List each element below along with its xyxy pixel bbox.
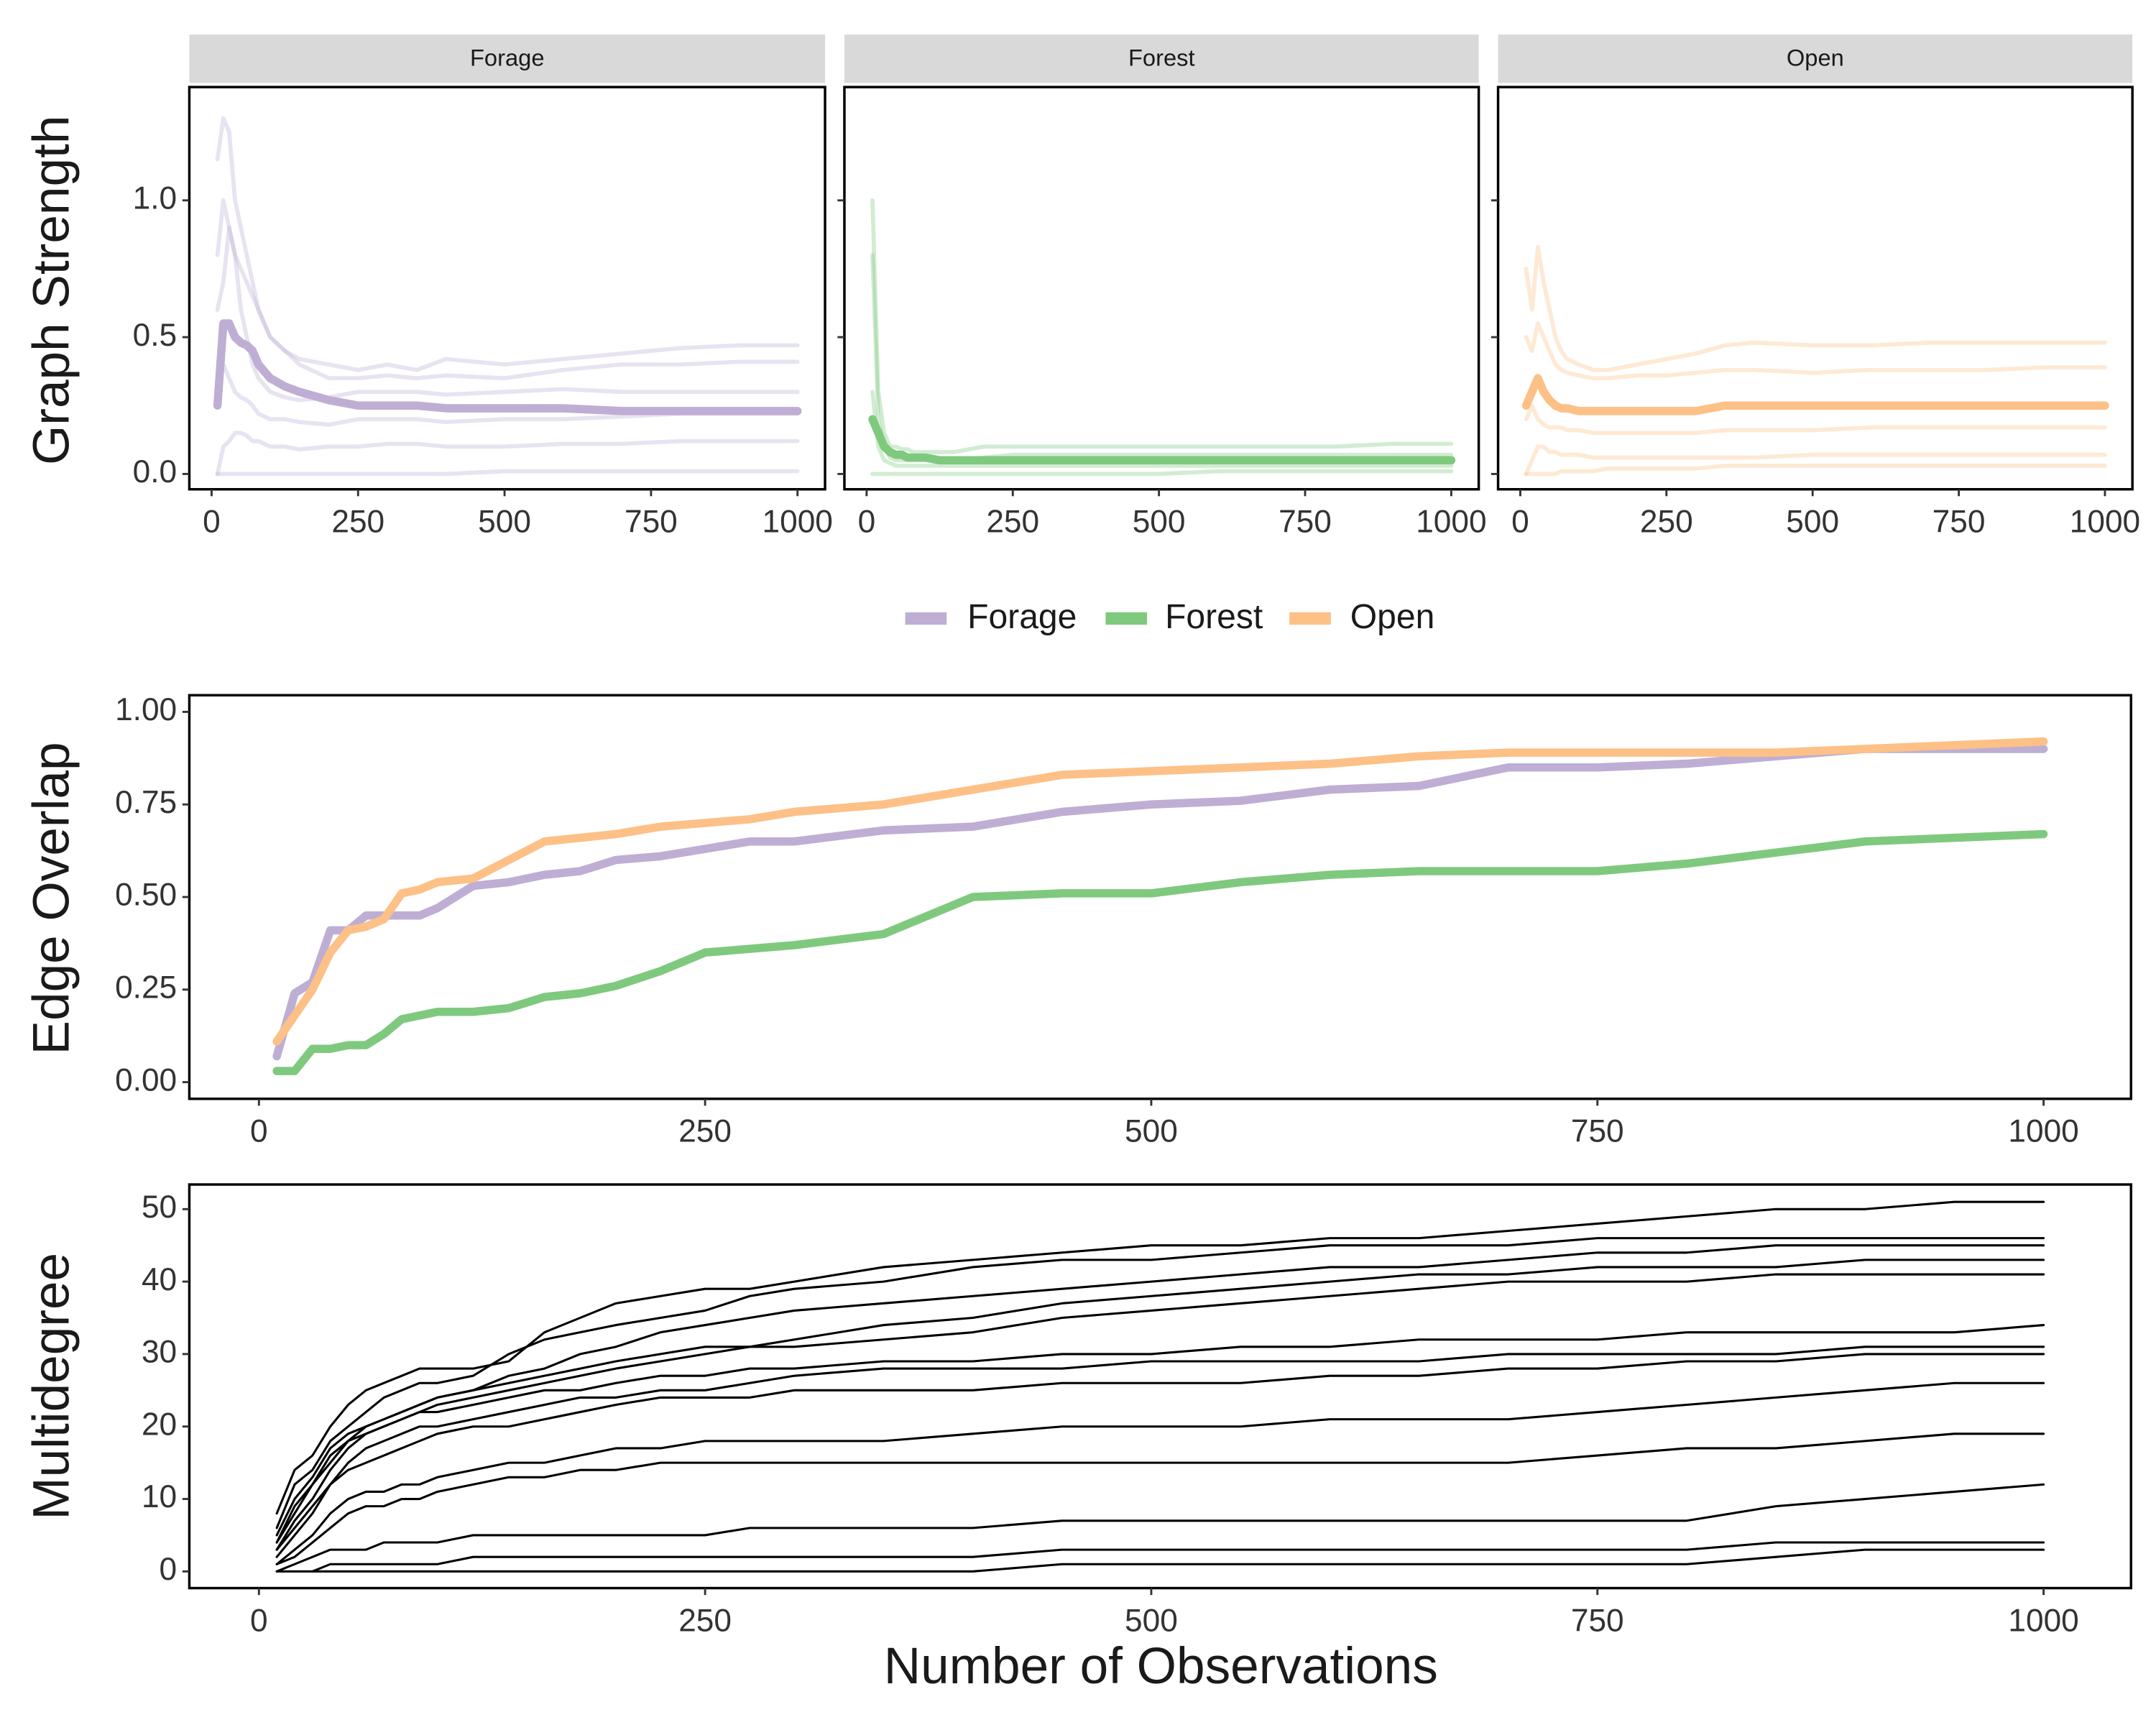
- legend-label: Open: [1350, 597, 1435, 636]
- legend-key: [1105, 612, 1148, 625]
- facet-strip: [844, 34, 1479, 83]
- series-line: [275, 1324, 2045, 1544]
- x-tick-label: 0: [250, 1603, 268, 1638]
- series-line: [275, 1259, 2045, 1544]
- x-tick-label: 500: [1133, 505, 1186, 540]
- facet-title: Forage: [470, 44, 545, 70]
- legend-label: Forest: [1165, 597, 1263, 636]
- series-line: [1524, 403, 2107, 436]
- plot-area: [213, 116, 802, 477]
- y-tick-label: 20: [142, 1407, 177, 1442]
- plot-area: [275, 1200, 2045, 1573]
- legend-key: [905, 612, 947, 625]
- series-line: [275, 1541, 2045, 1573]
- y-tick-label: 0.25: [115, 970, 177, 1006]
- series-line: [1524, 444, 2107, 477]
- x-tick-label: 1000: [2008, 1603, 2078, 1638]
- y-tick-label: 0.0: [133, 454, 177, 489]
- y-tick-label: 1.00: [115, 692, 177, 727]
- facet-title: Forest: [1128, 44, 1195, 70]
- series-line: [272, 745, 2048, 1061]
- y-tick-label: 0.75: [115, 785, 177, 820]
- x-tick-label: 1000: [2070, 505, 2140, 540]
- y-tick-label: 0.00: [115, 1062, 177, 1098]
- x-tick-label: 250: [986, 505, 1039, 540]
- y-tick-label: 50: [142, 1190, 177, 1225]
- series-line: [1524, 321, 2107, 381]
- series-line: [213, 319, 802, 415]
- series-line: [1521, 374, 2109, 415]
- x-tick-label: 500: [1125, 1603, 1178, 1638]
- legend-key: [1289, 612, 1331, 625]
- y-tick-label: 1.0: [133, 180, 177, 216]
- x-tick-label: 1000: [763, 505, 833, 540]
- x-tick-label: 750: [625, 505, 678, 540]
- x-tick-label: 500: [1786, 505, 1839, 540]
- x-tick-label: 250: [678, 1603, 732, 1638]
- series-line: [215, 431, 800, 477]
- x-tick-label: 250: [678, 1114, 732, 1149]
- x-tick-label: 0: [858, 505, 876, 540]
- y-tick-label: 10: [142, 1479, 177, 1514]
- x-tick-label: 750: [1571, 1603, 1624, 1638]
- series-line: [275, 1200, 2045, 1515]
- legend-label: Forage: [967, 597, 1077, 636]
- series-line: [870, 390, 1454, 468]
- series-line: [870, 198, 1454, 454]
- y-axis-title: Multidegree: [24, 1253, 80, 1520]
- x-tick-label: 500: [478, 505, 531, 540]
- series-line: [215, 469, 800, 477]
- series-line: [275, 1237, 2045, 1530]
- series-line: [275, 1483, 2045, 1573]
- y-tick-label: 0.5: [133, 318, 177, 353]
- series-line: [868, 415, 1456, 465]
- x-tick-label: 750: [1279, 505, 1332, 540]
- panel-frame: [843, 86, 1480, 491]
- series-line: [272, 829, 2048, 1075]
- x-tick-label: 750: [1571, 1114, 1624, 1149]
- facet-title: Open: [1787, 44, 1844, 70]
- series-line: [272, 737, 2048, 1046]
- x-tick-label: 750: [1932, 505, 1986, 540]
- x-tick-label: 0: [203, 505, 221, 540]
- y-tick-label: 0: [160, 1552, 178, 1587]
- plot-area: [868, 198, 1456, 477]
- facet-strip: [1498, 34, 2133, 83]
- x-axis-title: Number of Observations: [884, 1638, 1438, 1695]
- panel-frame: [188, 1183, 2132, 1590]
- x-tick-label: 500: [1125, 1114, 1178, 1149]
- facet-strip: [189, 34, 826, 83]
- x-tick-label: 250: [1640, 505, 1693, 540]
- series-line: [870, 469, 1454, 477]
- y-tick-label: 40: [142, 1262, 177, 1297]
- y-tick-label: 0.50: [115, 878, 177, 913]
- series-line: [215, 362, 800, 427]
- series-line: [275, 1353, 2045, 1558]
- series-line: [275, 1432, 2045, 1565]
- plot-area: [1521, 244, 2109, 477]
- plot-area: [272, 737, 2048, 1075]
- panel-frame: [188, 86, 826, 491]
- series-line: [275, 1346, 2045, 1551]
- series-line: [275, 1381, 2045, 1565]
- panel-frame: [1496, 86, 2134, 491]
- y-axis-title: Graph Strength: [24, 116, 80, 465]
- x-tick-label: 1000: [1416, 505, 1486, 540]
- series-line: [311, 1548, 2045, 1573]
- series-line: [215, 116, 800, 372]
- y-tick-label: 30: [142, 1335, 177, 1370]
- series-line: [1524, 244, 2107, 372]
- x-tick-label: 0: [1511, 505, 1529, 540]
- x-tick-label: 250: [331, 505, 384, 540]
- x-tick-label: 0: [250, 1114, 268, 1149]
- series-line: [215, 198, 800, 381]
- y-axis-title: Edge Overlap: [24, 742, 80, 1054]
- x-tick-label: 1000: [2008, 1114, 2078, 1149]
- series-line: [1524, 464, 2107, 477]
